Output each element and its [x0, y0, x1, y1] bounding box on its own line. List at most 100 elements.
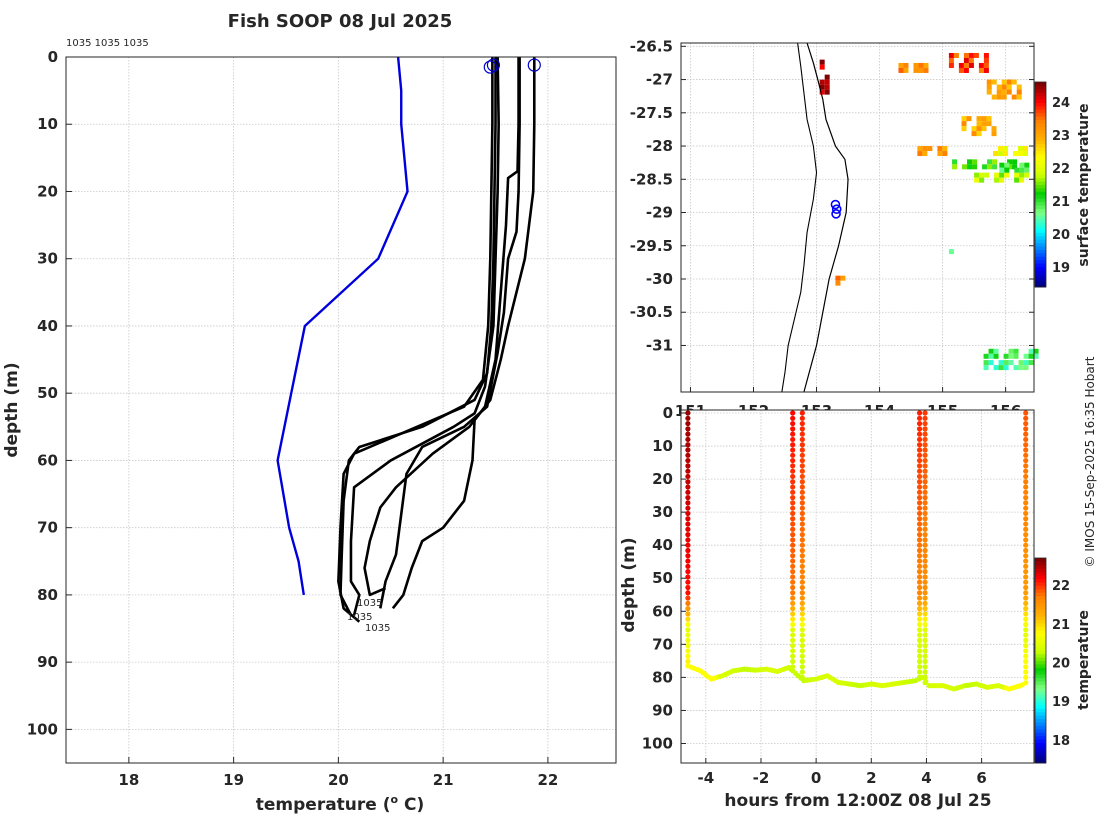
cast-point — [685, 574, 691, 580]
depth-time-ytick-label: 20 — [652, 470, 673, 488]
profile-panel: 1035 1035 1035 18 19 20 21 22 0 10 20 30 40 50 60 70… — [2, 48, 617, 815]
cast-point — [922, 569, 928, 575]
sst-pixel — [1024, 162, 1030, 168]
temp-colorbar-segment — [1035, 687, 1046, 692]
cast-point — [922, 600, 928, 606]
profile-ytick-label: 40 — [37, 317, 58, 335]
cast-point — [799, 463, 805, 469]
temp-colorbar-segment — [1035, 571, 1046, 576]
cast-point — [790, 426, 796, 432]
sst-colorbar-segment — [1035, 201, 1046, 206]
depth-time-xtick-label: 0 — [811, 769, 821, 787]
cast-point — [916, 510, 923, 517]
cast-point — [1023, 621, 1029, 628]
sst-pixel — [824, 84, 830, 90]
cast-point — [922, 658, 928, 665]
cast-point — [685, 431, 691, 437]
sst-pixel — [903, 62, 909, 68]
sst-pixel — [978, 62, 984, 68]
sst-colorbar-segment — [1035, 123, 1046, 127]
temp-colorbar-segment — [1035, 561, 1046, 566]
depth-time-plot-frame — [680, 409, 1035, 764]
sst-pixel — [963, 57, 969, 63]
depth-time-ytick-label: 30 — [652, 503, 673, 521]
cast-point — [1023, 669, 1029, 675]
cast-point — [922, 452, 928, 458]
depth-time-ytick-label: 70 — [652, 635, 673, 653]
sst-pixel — [1016, 89, 1022, 95]
sst-pixel — [1018, 146, 1024, 152]
cast-point — [1023, 553, 1029, 559]
climatology-line — [276, 56, 409, 596]
cast-point — [922, 574, 928, 580]
cast-point — [790, 442, 796, 448]
temp-colorbar-segment — [1035, 657, 1046, 661]
sst-colorbar-segment — [1035, 239, 1046, 244]
temp-colorbar-segment — [1035, 756, 1046, 761]
cast-point — [790, 648, 796, 654]
cast-point — [922, 489, 928, 495]
sst-colorbar-segment — [1035, 232, 1046, 237]
depth-time-xtick-label: 6 — [976, 769, 986, 787]
cast-point — [685, 489, 691, 495]
sst-pixel — [991, 94, 997, 100]
depth-time-bg — [681, 410, 1034, 763]
cast-point — [685, 468, 691, 474]
cast-point — [922, 547, 928, 554]
cast-point — [916, 484, 923, 490]
cast-point — [685, 426, 691, 432]
temp-colorbar-segment — [1035, 691, 1046, 696]
profile-line-1 — [339, 57, 497, 616]
sst-colorbar-tick: 24 — [1052, 96, 1070, 111]
sst-colorbar-segment — [1035, 194, 1046, 199]
sst-pixel — [1006, 79, 1012, 85]
cast-point — [922, 479, 928, 485]
cast-point — [799, 431, 805, 437]
cast-point — [916, 563, 923, 569]
contour-line — [781, 42, 818, 393]
cast-point — [1023, 574, 1029, 580]
cast-point — [799, 648, 805, 654]
cast-point — [1023, 537, 1029, 543]
sst-map-panel: 151152153154155156-26.5-27-27.5-28-28.5-… — [630, 37, 1092, 420]
sst-pixel — [976, 121, 982, 127]
sst-pixel — [978, 67, 984, 73]
sst-colorbar-segment — [1035, 157, 1046, 162]
ship-position-1 — [830, 199, 841, 210]
sst-pixel — [1011, 79, 1017, 85]
sst-pixel — [962, 164, 968, 170]
profile-grid — [66, 56, 616, 763]
cast-point — [790, 637, 796, 643]
cast-point — [790, 542, 796, 548]
cast-point — [790, 616, 796, 622]
cast-point — [1023, 410, 1029, 416]
cast-point — [916, 410, 923, 416]
sst-colorbar-segment — [1035, 92, 1046, 97]
cast-point — [916, 669, 923, 675]
cast-point — [916, 637, 923, 643]
cast-point — [1023, 584, 1029, 591]
map-ytick-label: -31 — [646, 336, 673, 354]
sst-colorbar-segment — [1035, 109, 1046, 114]
cast-point — [1023, 637, 1029, 643]
sst-pixel — [840, 275, 846, 281]
profile-ytick-label: 20 — [37, 182, 58, 200]
cast-point — [916, 590, 923, 596]
sst-pixel — [819, 89, 825, 95]
cast-point — [790, 436, 796, 443]
sst-pixel — [1004, 167, 1010, 173]
temp-colorbar-segment — [1035, 752, 1046, 757]
sst-pixel — [918, 62, 924, 68]
cast-point — [799, 521, 805, 527]
temp-colorbar-segment — [1035, 674, 1046, 679]
cast-point — [799, 537, 805, 543]
sst-pixel — [991, 126, 997, 132]
sst-pixel — [988, 348, 994, 354]
temp-colorbar-segment — [1035, 640, 1046, 644]
profile-line-6 — [391, 57, 536, 610]
sst-colorbar-segment — [1035, 218, 1046, 223]
sst-colorbar-segment — [1035, 222, 1046, 226]
sst-colorbar-frame — [1034, 81, 1047, 288]
profile-line-2 — [337, 57, 494, 623]
